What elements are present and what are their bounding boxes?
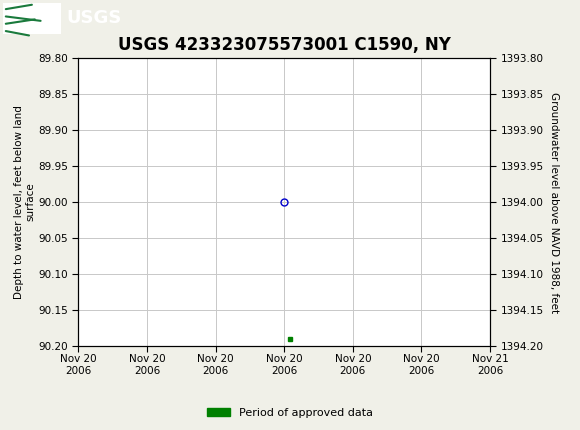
Title: USGS 423323075573001 C1590, NY: USGS 423323075573001 C1590, NY (118, 36, 451, 54)
Legend: Period of approved data: Period of approved data (203, 403, 377, 422)
Text: USGS: USGS (67, 9, 122, 27)
Y-axis label: Groundwater level above NAVD 1988, feet: Groundwater level above NAVD 1988, feet (549, 92, 559, 313)
FancyBboxPatch shape (3, 3, 61, 34)
Y-axis label: Depth to water level, feet below land
surface: Depth to water level, feet below land su… (14, 105, 35, 299)
